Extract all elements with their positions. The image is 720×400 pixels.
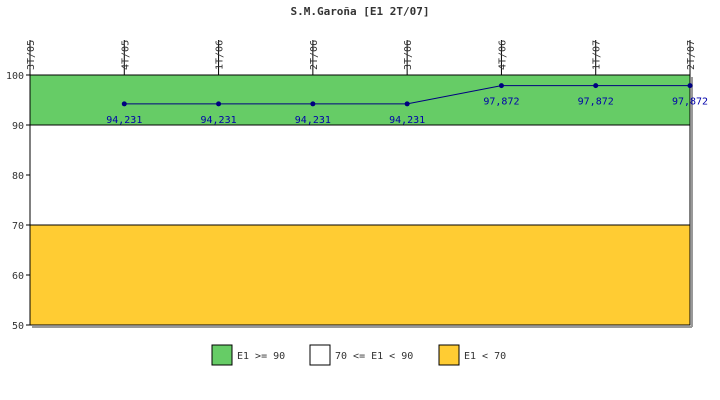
y-tick-90: 90 <box>12 121 24 132</box>
x-tick-2T/06: 2T/06 <box>309 40 320 70</box>
legend-swatch-2 <box>438 344 460 366</box>
data-labels: 94,231 94,231 94,231 94,231 97,872 97,872 97,8… <box>106 97 708 126</box>
y-tick-60: 60 <box>12 271 24 282</box>
plot-frame <box>29 74 691 326</box>
legend: E1 >= 90 70 <= E1 < 90 E1 < 70 <box>211 344 506 366</box>
data-label-3T/06: 94,231 <box>389 115 425 126</box>
series-line <box>121 83 693 107</box>
x-tick-4T/06: 4T/06 <box>497 40 508 70</box>
data-label-1T/07: 97,872 <box>578 97 614 108</box>
x-tick-1T/06: 1T/06 <box>215 40 226 70</box>
data-label-1T/06: 94,231 <box>201 115 237 126</box>
data-point-4T/06 <box>498 83 504 89</box>
y-tick-labels: 50 60 70 80 90 100 <box>6 71 30 332</box>
y-tick-70: 70 <box>12 221 24 232</box>
x-tick-labels: 3T/05 4T/05 1T/06 2T/06 3T/06 4T/06 1T/07 2T/07 <box>26 40 697 70</box>
legend-label-2: E1 < 70 <box>464 351 506 362</box>
legend-swatch-1 <box>309 344 331 366</box>
data-label-2T/07: 97,872 <box>672 97 708 108</box>
data-point-2T/07 <box>687 83 693 89</box>
x-tick-3T/05: 3T/05 <box>26 40 37 70</box>
x-tick-1T/07: 1T/07 <box>592 40 603 70</box>
category-gridlines <box>29 40 691 75</box>
band-0 <box>29 74 691 126</box>
y-tick-50: 50 <box>12 321 24 332</box>
x-tick-3T/06: 3T/06 <box>403 40 414 70</box>
data-point-2T/06 <box>310 101 316 107</box>
legend-label-1: 70 <= E1 < 90 <box>335 351 413 362</box>
data-point-4T/05 <box>121 101 127 107</box>
data-label-4T/06: 97,872 <box>483 97 519 108</box>
legend-label-0: E1 >= 90 <box>237 351 285 362</box>
data-point-3T/06 <box>404 101 410 107</box>
y-tick-100: 100 <box>6 71 24 82</box>
axes <box>29 74 693 328</box>
band-1 <box>29 124 691 226</box>
data-label-4T/05: 94,231 <box>106 115 142 126</box>
data-point-1T/06 <box>216 101 222 107</box>
x-tick-4T/05: 4T/05 <box>120 40 131 70</box>
legend-swatch-0 <box>211 344 233 366</box>
chart-title: S.M.Garoña [E1 2T/07] <box>290 5 429 18</box>
data-label-2T/06: 94,231 <box>295 115 331 126</box>
threshold-bands <box>29 74 691 326</box>
y-tick-80: 80 <box>12 171 24 182</box>
band-2 <box>29 224 691 326</box>
data-point-1T/07 <box>593 83 599 89</box>
x-tick-2T/07: 2T/07 <box>686 40 697 70</box>
